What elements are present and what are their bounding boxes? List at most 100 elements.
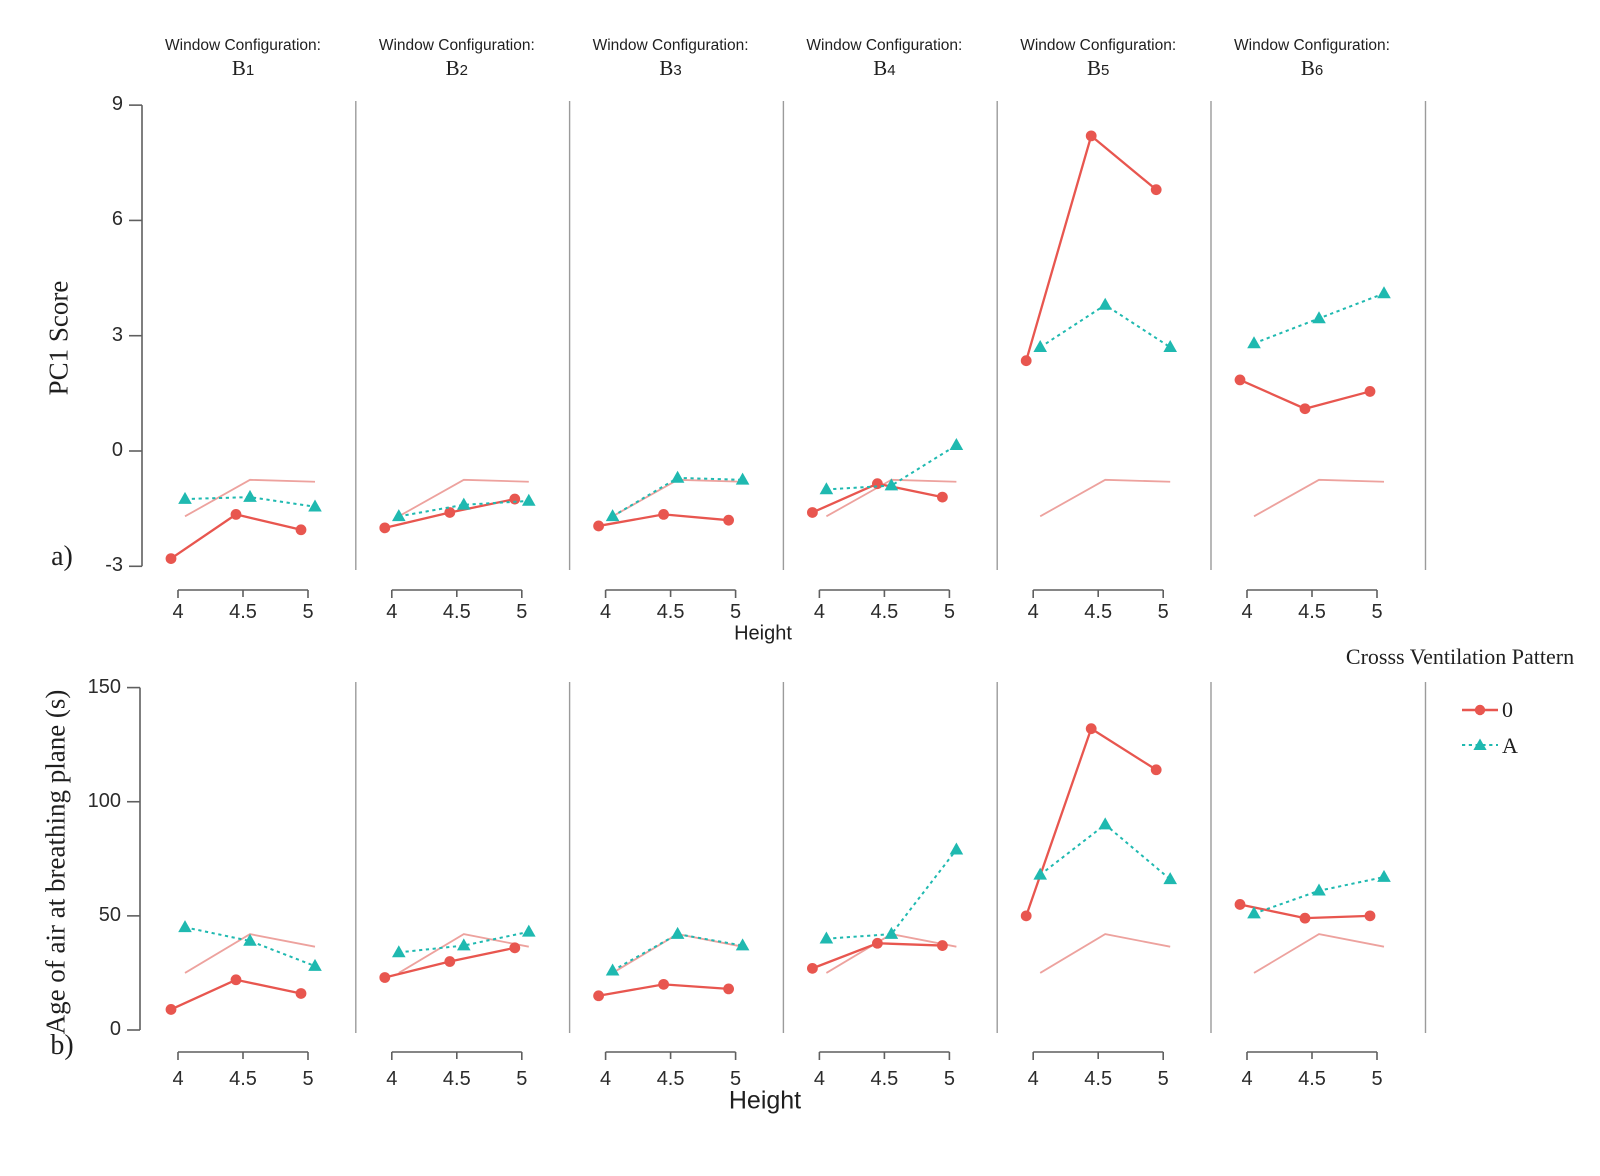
x-tick-label: 4.5 [656,601,685,623]
series-0-point-marker [593,520,604,532]
series-A-point-marker [949,438,964,451]
facet-name-letter: B [1087,56,1102,81]
series-A-point-marker [1377,286,1391,299]
series-0-point-marker [230,974,242,986]
series-A-point-marker [1033,867,1047,880]
series-A-line [1039,823,1171,881]
facet-header-B5: Window Configuration: B5 [988,36,1208,82]
series-0-point-marker [937,491,948,503]
series-A-point-marker [605,509,620,522]
x-tick-label: 4.5 [442,601,471,623]
y-tick-label: -3 [105,554,123,577]
x-tick-label: 4 [386,1068,398,1090]
reference-line [398,478,529,518]
series-0-point-marker [807,507,818,518]
x-tick-label: 5 [516,601,528,623]
facet-name-letter: B [873,56,888,81]
series-A-point-marker [670,926,685,939]
series-0-point-marker [937,940,948,951]
x-tick-label: 4 [172,601,184,623]
series-A-line [826,444,957,491]
x-axis-bracket [818,1051,951,1060]
series-0-point-marker [872,478,883,490]
series-A-point-marker [308,958,322,971]
legend-key-series-A-icon [1462,738,1498,750]
x-axis-bracket [604,1051,737,1060]
x-axis-bracket [1246,1051,1378,1060]
series-0-point-marker [1085,130,1097,142]
series-A-point-marker [819,482,834,495]
x-tick-label: 5 [943,1068,955,1090]
series-A-point-marker [1163,872,1177,885]
series-A-point-marker [949,842,964,855]
series-A-point-marker [243,489,257,502]
series-A-point-marker [670,470,685,483]
facet-header-B6: Window Configuration: B6 [1202,36,1422,82]
series-A-point-marker [308,499,322,512]
series-A-point-marker [522,924,536,937]
x-tick-label: 4 [1027,601,1039,623]
series-0-point-marker [1299,912,1311,924]
x-axis-bracket [604,589,737,598]
series-A-point-marker [457,497,471,510]
x-axis-bracket [1246,589,1378,598]
series-0-point-marker [1234,899,1246,910]
reference-line [1039,478,1171,518]
series-0-point-marker [593,990,604,1002]
facet-header-name: B6 [1202,55,1422,81]
x-tick-label: 4.5 [229,1068,257,1090]
series-0-point-marker [1364,910,1376,922]
series-A-point-marker [1098,817,1112,830]
x-tick-label: 5 [1157,1068,1169,1090]
series-A-point-marker [522,493,536,506]
series-A-line [612,476,743,518]
facet-header-prefix: Window Configuration: [1234,37,1390,54]
facet-name-number: 3 [673,62,682,80]
facet-name-number: 4 [887,62,896,80]
x-tick-label: 5 [943,601,955,623]
series-A-point-marker [735,938,750,951]
series-A-point-marker [178,920,192,933]
series-0-point-marker [165,553,177,565]
series-0-point-marker [1299,403,1311,415]
x-axis-bracket [818,589,951,598]
series-0-point-marker [807,962,818,974]
legend-entry-A-label: A [1502,733,1518,758]
legend-entry-0-label: 0 [1502,697,1513,722]
series-A-point-marker [735,472,750,485]
facet-name-letter: B [659,56,674,81]
x-tick-label: 4.5 [1084,1068,1113,1090]
x-tick-label: 5 [1371,601,1383,623]
x-tick-label: 4 [813,601,825,623]
reference-line [1039,933,1171,974]
series-0-point-marker [295,524,307,536]
series-0-point-marker [444,507,456,518]
facet-header-name: B2 [347,55,567,81]
y-tick-label: 0 [111,439,123,461]
series-0-point-marker [165,1004,177,1015]
series-0-point-marker [509,493,521,505]
y-tick-label: 3 [111,323,123,346]
series-0-point-marker [1364,386,1376,397]
row-a-y-axis-title: PC1 Score [43,280,74,396]
reference-line [184,478,316,518]
facet-header-B2: Window Configuration: B2 [347,36,567,82]
series-0-point-marker [1150,184,1162,196]
x-axis-bracket [391,1051,523,1060]
series-0-point-marker [658,509,669,520]
series-A-line [398,499,529,518]
series-A-line [184,926,316,968]
series-A-point-marker [1312,311,1326,324]
facet-header-prefix: Window Configuration: [806,37,963,54]
series-0-point-marker [230,509,242,520]
y-tick-label: 50 [98,903,121,926]
series-A-point-marker [392,945,406,958]
x-tick-label: 5 [730,1068,742,1090]
facet-header-B1: Window Configuration: B1 [133,36,353,82]
series-0-point-marker [1085,723,1097,735]
x-tick-label: 5 [516,1068,528,1090]
y-tick-label: 150 [87,675,121,698]
series-0-point-marker [379,972,391,983]
